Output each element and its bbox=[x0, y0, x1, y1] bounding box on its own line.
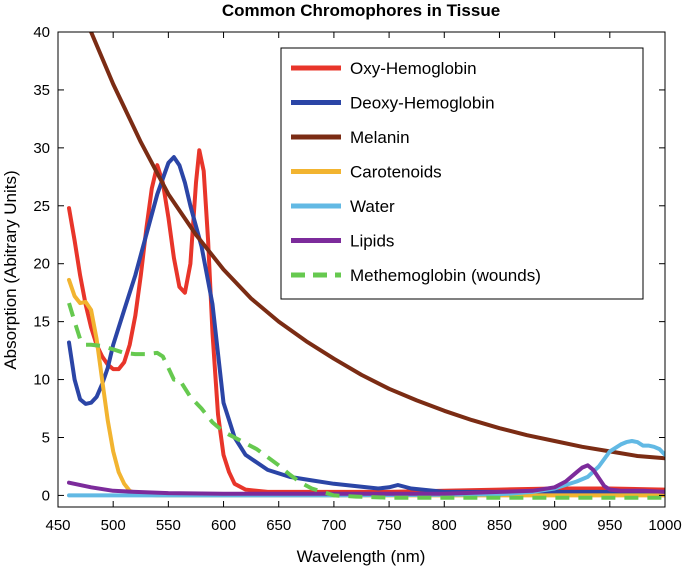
legend-label-methemoglobin-wounds: Methemoglobin (wounds) bbox=[350, 266, 541, 285]
chart-title: Common Chromophores in Tissue bbox=[222, 1, 500, 20]
x-tick-label: 450 bbox=[45, 517, 70, 534]
series-line-lipids bbox=[67, 463, 665, 496]
y-tick-label: 30 bbox=[33, 140, 50, 157]
x-tick-label: 800 bbox=[432, 517, 457, 534]
x-tick-label: 850 bbox=[487, 517, 512, 534]
x-tick-label: 750 bbox=[377, 517, 402, 534]
x-tick-label: 700 bbox=[321, 517, 346, 534]
y-tick-label: 40 bbox=[33, 24, 50, 41]
x-tick-label: 1000 bbox=[648, 517, 681, 534]
y-tick-label: 15 bbox=[33, 314, 50, 331]
x-tick-label: 950 bbox=[597, 517, 622, 534]
y-tick-label: 25 bbox=[33, 198, 50, 215]
series-line-methemoglobin-wounds bbox=[67, 302, 665, 500]
axis-ticks: 450 500 550 600 650 700 750 800 850 900 950 1000 0 5 1… bbox=[33, 24, 681, 534]
legend-label-lipids: Lipids bbox=[350, 232, 394, 251]
y-tick-label: 35 bbox=[33, 82, 50, 99]
legend-label-melanin: Melanin bbox=[350, 128, 410, 147]
series-line-melanin bbox=[89, 32, 665, 461]
x-tick-label: 650 bbox=[266, 517, 291, 534]
series-line-carotenoids bbox=[67, 277, 665, 498]
x-tick-label: 550 bbox=[156, 517, 181, 534]
legend-label-carotenoids: Carotenoids bbox=[350, 163, 442, 182]
x-tick-label: 900 bbox=[542, 517, 567, 534]
legend-label-water: Water bbox=[350, 197, 395, 216]
legend-label-oxy-hemoglobin: Oxy-Hemoglobin bbox=[350, 59, 477, 78]
y-tick-label: 0 bbox=[42, 487, 50, 504]
y-axis-label: Absorption (Abitrary Units) bbox=[1, 170, 20, 369]
legend-box bbox=[280, 47, 644, 300]
y-tick-label: 10 bbox=[33, 372, 50, 389]
x-tick-label: 600 bbox=[211, 517, 236, 534]
legend: Oxy-Hemoglobin Deoxy-Hemoglobin Melanin Car… bbox=[280, 47, 644, 300]
legend-label-deoxy-hemoglobin: Deoxy-Hemoglobin bbox=[350, 94, 495, 113]
x-tick-label: 500 bbox=[101, 517, 126, 534]
y-tick-label: 20 bbox=[33, 256, 50, 273]
x-axis-label: Wavelength (nm) bbox=[297, 547, 426, 566]
series-group bbox=[67, 32, 665, 500]
plot-frame bbox=[57, 31, 666, 508]
y-tick-label: 5 bbox=[42, 429, 50, 446]
